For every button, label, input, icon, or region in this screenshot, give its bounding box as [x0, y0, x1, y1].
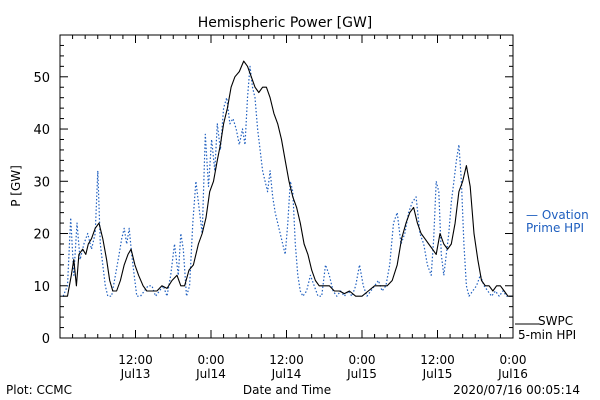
x-tick-label-time: 0:00: [349, 353, 376, 367]
footer-plot-credit: Plot: CCMC: [6, 383, 72, 397]
series-ovation-line: [62, 65, 513, 297]
series-layer: [62, 60, 513, 297]
y-tick-label: 50: [33, 71, 50, 86]
legend-ovation-line2: Prime HPI: [526, 221, 584, 235]
x-tick-label-date: Jul15: [422, 367, 453, 381]
legend-swpc-line1: SWPC: [538, 314, 573, 328]
y-tick-label: 30: [33, 175, 50, 190]
y-tick-label: 0: [42, 332, 50, 347]
x-tick-label-date: Jul16: [497, 367, 528, 381]
x-tick-label-date: Jul13: [120, 367, 151, 381]
series-swpc-line: [63, 60, 513, 297]
y-tick-label: 40: [33, 123, 50, 138]
y-tick-label: 10: [33, 280, 50, 295]
y-axis-label: P [GW]: [9, 165, 23, 207]
x-axis-label: Date and Time: [243, 383, 331, 397]
x-tick-label-time: 12:00: [118, 353, 153, 367]
legend-swpc: SWPC 5-min HPI: [515, 314, 576, 342]
x-tick-label-time: 0:00: [198, 353, 225, 367]
legend-ovation-line1: — Ovation: [526, 208, 589, 222]
legend-swpc-line2: 5-min HPI: [518, 328, 576, 342]
x-axis: 12:00Jul130:00Jul1412:00Jul140:00Jul1512…: [59, 35, 528, 381]
y-tick-label: 20: [33, 228, 50, 243]
x-tick-label-time: 0:00: [500, 353, 527, 367]
y-axis: 0 10 20 30 40 50: [33, 34, 513, 347]
x-tick-label-date: Jul14: [195, 367, 226, 381]
x-tick-label-time: 12:00: [269, 353, 304, 367]
legend-ovation: — Ovation Prime HPI: [526, 208, 589, 235]
chart-title: Hemispheric Power [GW]: [198, 15, 373, 31]
x-tick-label-date: Jul15: [346, 367, 377, 381]
plot-frame: [59, 34, 514, 339]
x-tick-label-date: Jul14: [271, 367, 302, 381]
footer-timestamp: 2020/07/16 00:05:14: [453, 383, 580, 397]
x-tick-label-time: 12:00: [420, 353, 455, 367]
